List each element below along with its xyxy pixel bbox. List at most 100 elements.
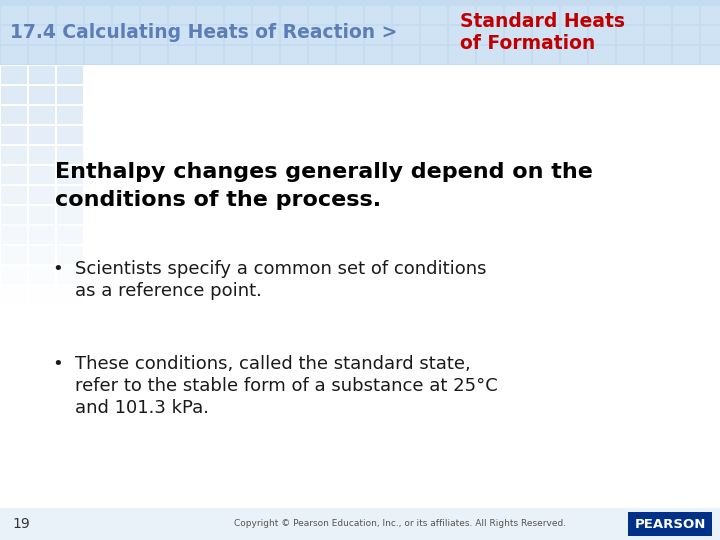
Bar <box>29 106 55 124</box>
Bar <box>589 46 615 64</box>
Bar <box>393 46 419 64</box>
Text: Scientists specify a common set of conditions: Scientists specify a common set of condi… <box>75 260 487 278</box>
Bar <box>29 166 55 184</box>
Bar <box>1 286 27 304</box>
Text: and 101.3 kPa.: and 101.3 kPa. <box>75 399 209 417</box>
Bar <box>253 6 279 24</box>
Bar <box>1 166 27 184</box>
Text: •: • <box>52 260 63 278</box>
Bar <box>337 6 363 24</box>
Bar <box>561 26 587 44</box>
Bar <box>29 206 55 224</box>
Bar <box>365 26 391 44</box>
Bar <box>141 26 167 44</box>
Text: Copyright © Pearson Education, Inc., or its affiliates. All Rights Reserved.: Copyright © Pearson Education, Inc., or … <box>234 519 566 529</box>
Bar <box>113 46 139 64</box>
Bar <box>337 26 363 44</box>
Text: as a reference point.: as a reference point. <box>75 282 262 300</box>
Bar <box>365 6 391 24</box>
Bar <box>365 46 391 64</box>
Bar <box>29 26 55 44</box>
Bar <box>1 146 27 164</box>
Bar <box>673 46 699 64</box>
Text: Standard Heats
of Formation: Standard Heats of Formation <box>460 12 625 53</box>
Bar <box>225 46 251 64</box>
Bar <box>29 246 55 264</box>
Bar <box>337 46 363 64</box>
Bar <box>645 6 671 24</box>
Bar <box>57 86 83 104</box>
Bar <box>57 286 83 304</box>
Text: refer to the stable form of a substance at 25°C: refer to the stable form of a substance … <box>75 377 498 395</box>
Bar <box>29 46 55 64</box>
Bar <box>169 26 195 44</box>
Bar <box>477 46 503 64</box>
Bar <box>505 6 531 24</box>
Bar <box>1 206 27 224</box>
Bar <box>57 6 83 24</box>
Bar <box>225 26 251 44</box>
Bar <box>1 106 27 124</box>
Bar <box>57 66 83 84</box>
Bar <box>85 26 111 44</box>
Bar <box>0 0 720 65</box>
Bar <box>57 206 83 224</box>
Bar <box>29 66 55 84</box>
Bar <box>29 286 55 304</box>
Bar <box>57 126 83 144</box>
Bar <box>477 6 503 24</box>
Bar <box>281 26 307 44</box>
Bar <box>589 26 615 44</box>
Bar <box>617 26 643 44</box>
Bar <box>169 46 195 64</box>
Bar <box>393 6 419 24</box>
Bar <box>505 26 531 44</box>
Bar <box>449 26 475 44</box>
Bar <box>197 26 223 44</box>
Bar <box>505 46 531 64</box>
Bar <box>1 66 27 84</box>
Bar <box>57 226 83 244</box>
Bar <box>29 126 55 144</box>
Bar <box>57 186 83 204</box>
Bar <box>57 246 83 264</box>
Text: •: • <box>52 355 63 373</box>
Bar <box>533 26 559 44</box>
Bar <box>1 86 27 104</box>
Bar <box>85 6 111 24</box>
Bar <box>141 6 167 24</box>
Bar <box>1 266 27 284</box>
Bar <box>57 106 83 124</box>
Bar <box>169 6 195 24</box>
Bar <box>29 146 55 164</box>
Bar <box>477 26 503 44</box>
Bar <box>1 226 27 244</box>
Bar <box>449 46 475 64</box>
Bar <box>1 26 27 44</box>
Bar <box>253 26 279 44</box>
Bar <box>1 246 27 264</box>
Bar <box>701 46 720 64</box>
Bar <box>309 26 335 44</box>
Bar <box>561 6 587 24</box>
Bar <box>421 6 447 24</box>
Bar <box>617 6 643 24</box>
Text: Enthalpy changes generally depend on the: Enthalpy changes generally depend on the <box>55 162 593 182</box>
Text: These conditions, called the standard state,: These conditions, called the standard st… <box>75 355 471 373</box>
Bar <box>1 186 27 204</box>
Bar <box>281 6 307 24</box>
Bar <box>29 266 55 284</box>
Bar <box>29 226 55 244</box>
Bar <box>673 26 699 44</box>
Bar <box>673 6 699 24</box>
Bar <box>421 46 447 64</box>
Bar <box>701 26 720 44</box>
Text: conditions of the process.: conditions of the process. <box>55 190 381 210</box>
Bar <box>628 512 712 536</box>
Bar <box>141 46 167 64</box>
Bar <box>0 508 720 540</box>
Bar <box>57 266 83 284</box>
Bar <box>57 46 83 64</box>
Bar <box>197 46 223 64</box>
Bar <box>561 46 587 64</box>
